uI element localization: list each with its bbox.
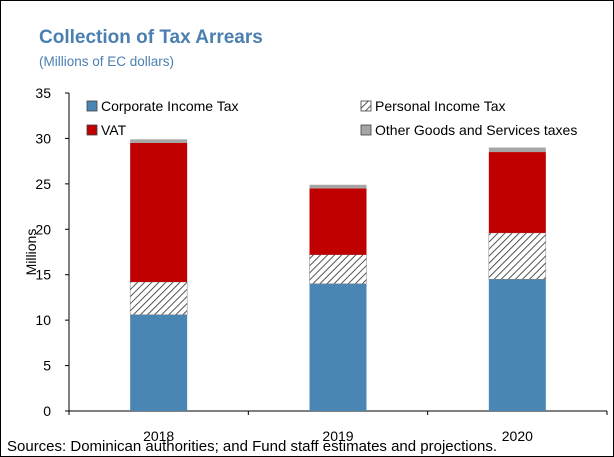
legend-label-2: Personal Income Tax [375,98,505,114]
bar-2020-series-1 [488,279,546,411]
y-tick-label: 10 [35,312,51,328]
x-tick-label: 2019 [322,428,353,444]
legend-swatch-4 [360,124,372,136]
bar-2019-series-3 [309,188,367,255]
legend-swatch-3 [86,124,98,136]
y-axis-label: Millions [23,229,39,276]
y-tick-label: 30 [35,130,51,146]
bar-2020-series-2 [488,232,547,280]
x-tick-label: 2018 [143,428,174,444]
bar-2020-series-4 [488,147,546,153]
legend-label-3: VAT [101,122,127,138]
y-tick-label: 20 [35,221,51,237]
chart-title: Collection of Tax Arrears [39,27,263,48]
y-tick-label: 0 [43,403,51,419]
x-tick-label: 2020 [502,428,533,444]
bar-2019-series-4 [309,184,367,189]
bar-2018-series-4 [130,139,188,143]
legend-swatch-1 [86,100,98,112]
bars-layer [129,139,547,411]
legend-label-1: Corporate Income Tax [101,98,238,114]
bar-2019-series-1 [309,283,367,411]
source-note: Sources: Dominican authorities; and Fund… [7,438,497,455]
bar-2020-series-3 [488,152,546,233]
legend-swatch-2 [360,100,372,112]
bar-2019-series-2 [309,254,367,285]
y-tick-label: 35 [35,85,51,101]
y-tick-label: 25 [35,176,51,192]
legend-label-4: Other Goods and Services taxes [375,122,577,138]
bar-2018-series-2 [129,281,188,315]
bar-2018-series-3 [130,142,188,282]
y-tick-label: 5 [43,358,51,374]
legend: Corporate Income Tax Personal Income Tax V… [86,98,577,138]
chart-subtitle: (Millions of EC dollars) [39,54,175,69]
y-tick-label: 15 [35,267,51,283]
bar-2018-series-1 [130,314,188,411]
